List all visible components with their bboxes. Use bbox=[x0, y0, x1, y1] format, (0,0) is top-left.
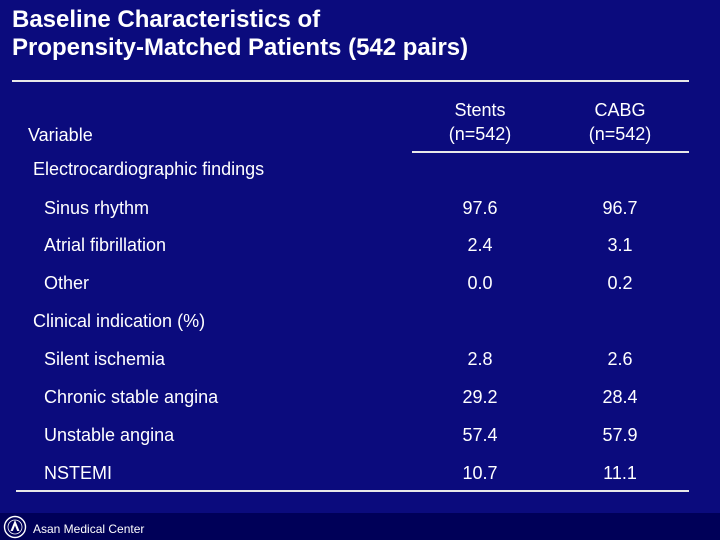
row-label: Sinus rhythm bbox=[44, 198, 150, 218]
row-value-stents: 97.6 bbox=[462, 198, 498, 218]
table-row: Unstable angina 57.4 57.9 bbox=[0, 423, 720, 447]
section-title-electrocardiographic: Electrocardiographic findings bbox=[33, 159, 265, 179]
row-value-cabg: 96.7 bbox=[602, 198, 638, 218]
table-bottom-rule bbox=[16, 490, 689, 492]
column-header-stents: Stents (n=542) bbox=[420, 98, 540, 146]
row-label: Silent ischemia bbox=[44, 349, 166, 369]
section-title-clinical-indication: Clinical indication (%) bbox=[33, 311, 206, 331]
table-row: Silent ischemia 2.8 2.6 bbox=[0, 347, 720, 371]
table-row: Sinus rhythm 97.6 96.7 bbox=[0, 196, 720, 220]
table-row: NSTEMI 10.7 11.1 bbox=[0, 461, 720, 485]
table-row: Other 0.0 0.2 bbox=[0, 271, 720, 295]
column-header-stents-n: (n=542) bbox=[448, 124, 512, 144]
row-label: Chronic stable angina bbox=[44, 387, 219, 407]
row-value-cabg: 0.2 bbox=[607, 273, 633, 293]
column-header-cabg-name: CABG bbox=[594, 100, 646, 120]
slide-title-line-2: Propensity-Matched Patients (542 pairs) bbox=[12, 34, 469, 61]
header-rule bbox=[412, 151, 689, 153]
slide-title-line-1: Baseline Characteristics of bbox=[12, 6, 321, 33]
column-header-variable: Variable bbox=[28, 125, 93, 145]
column-header-cabg-n: (n=542) bbox=[588, 124, 652, 144]
row-value-cabg: 57.9 bbox=[602, 425, 638, 445]
row-label: Atrial fibrillation bbox=[44, 235, 167, 255]
row-label: Unstable angina bbox=[44, 425, 175, 445]
column-header-cabg: CABG (n=542) bbox=[560, 98, 680, 146]
row-value-cabg: 3.1 bbox=[607, 235, 633, 255]
table-row: Atrial fibrillation 2.4 3.1 bbox=[0, 233, 720, 257]
footer-organization: Asan Medical Center bbox=[33, 522, 145, 536]
row-value-cabg: 28.4 bbox=[602, 387, 638, 407]
table-top-rule bbox=[12, 80, 689, 82]
row-value-stents: 2.4 bbox=[467, 235, 493, 255]
column-header-stents-name: Stents bbox=[454, 100, 506, 120]
row-value-cabg: 11.1 bbox=[603, 463, 637, 483]
row-value-stents: 10.7 bbox=[462, 463, 498, 483]
row-value-stents: 57.4 bbox=[462, 425, 498, 445]
asan-medical-center-logo-icon bbox=[3, 515, 27, 539]
row-value-stents: 29.2 bbox=[462, 387, 498, 407]
row-label: NSTEMI bbox=[44, 463, 113, 483]
table-row: Chronic stable angina 29.2 28.4 bbox=[0, 385, 720, 409]
footer-bar bbox=[0, 513, 720, 540]
slide-title: Baseline Characteristics of Propensity-M… bbox=[12, 6, 702, 62]
row-label: Other bbox=[44, 273, 90, 293]
row-value-stents: 0.0 bbox=[467, 273, 493, 293]
row-value-stents: 2.8 bbox=[467, 349, 493, 369]
row-value-cabg: 2.6 bbox=[607, 349, 633, 369]
